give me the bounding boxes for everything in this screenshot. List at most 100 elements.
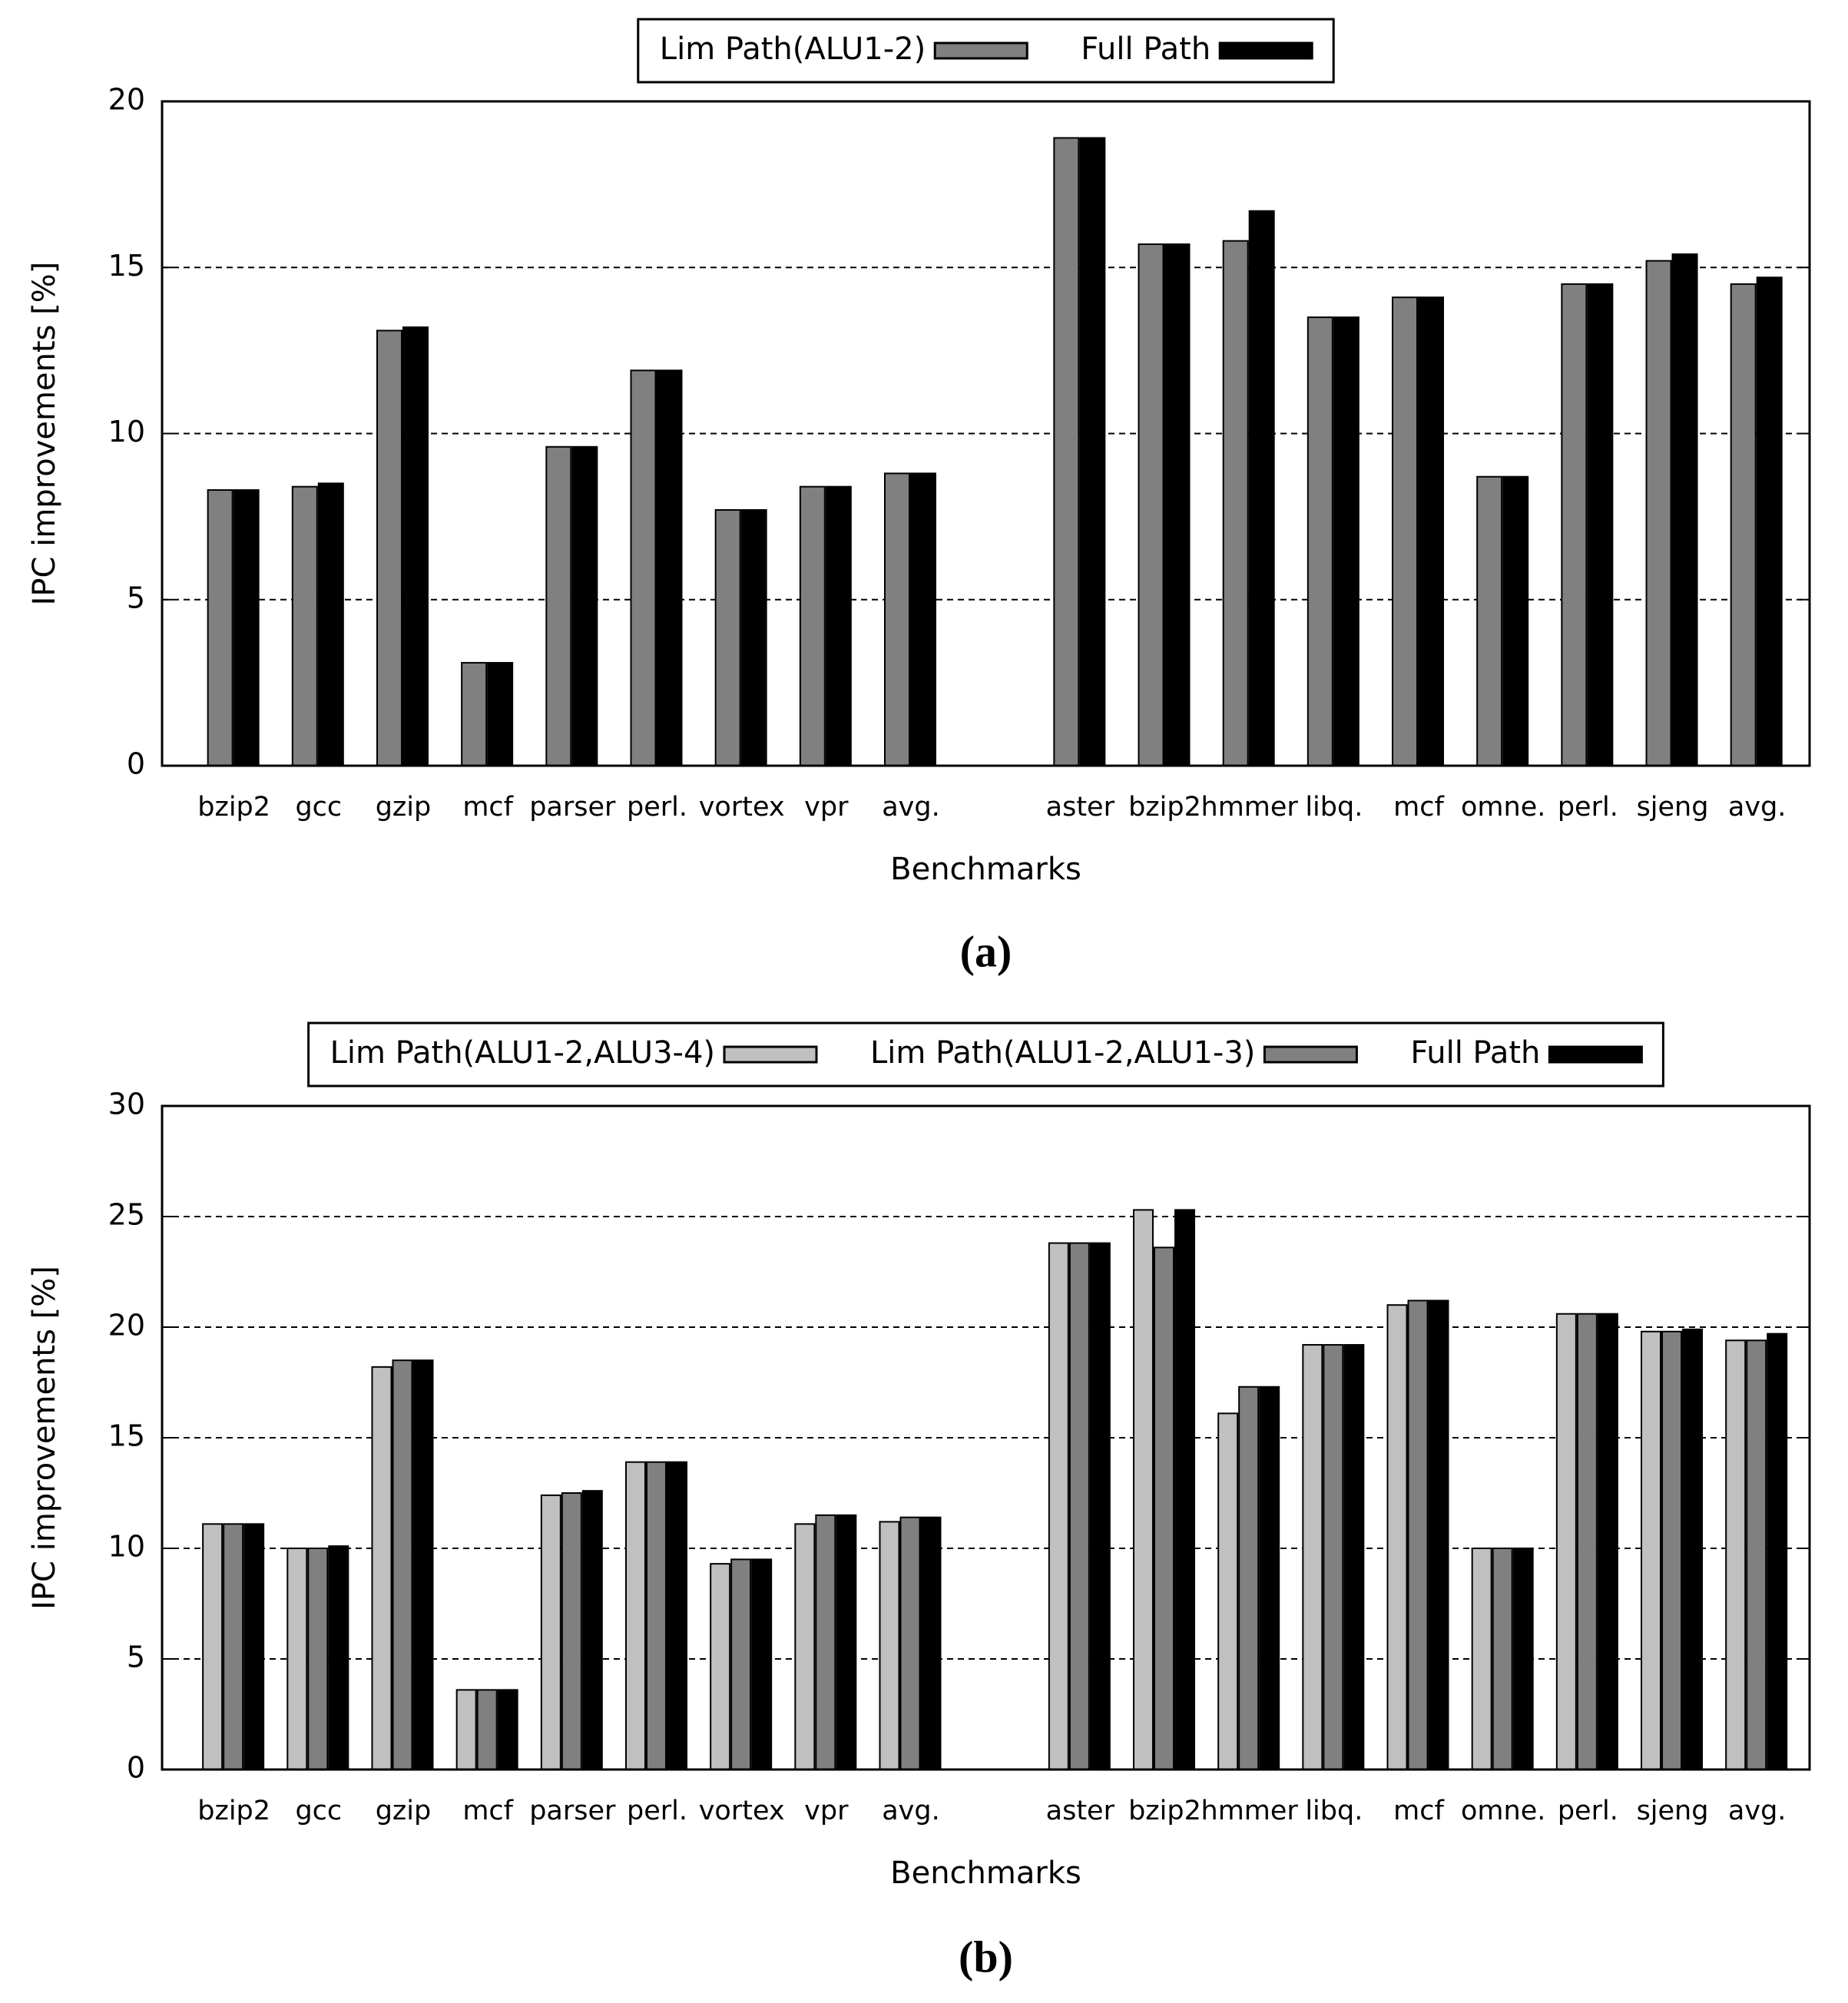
- y-tick-label: 10: [108, 415, 145, 449]
- y-tick-label: 5: [127, 581, 145, 614]
- bar: [307, 1548, 329, 1770]
- bar: [1323, 1344, 1344, 1771]
- legend-box: [307, 1021, 1664, 1088]
- x-tick-label: libq.: [1305, 1796, 1363, 1826]
- bar: [1407, 1299, 1429, 1770]
- bar: [794, 1523, 816, 1770]
- bar: [328, 1545, 349, 1770]
- bar: [815, 1514, 836, 1771]
- y-tick-label: 0: [127, 747, 145, 781]
- bar: [1492, 1548, 1513, 1770]
- x-tick-label: hmmer: [1201, 792, 1299, 823]
- bar: [1641, 1330, 1662, 1770]
- bar: [666, 1461, 687, 1771]
- bar: [1471, 1548, 1492, 1770]
- bar: [710, 1563, 731, 1771]
- bar: [376, 329, 402, 766]
- bar: [402, 326, 429, 767]
- bar: [561, 1492, 582, 1770]
- y-tick-label: 20: [108, 83, 145, 117]
- bar: [740, 508, 767, 766]
- x-tick-label: aster: [1046, 1796, 1115, 1826]
- y-tick-label: 20: [108, 1309, 145, 1343]
- bar: [1682, 1328, 1704, 1770]
- x-axis-title: Benchmarks: [890, 1856, 1081, 1891]
- legend-swatch: [1263, 1045, 1358, 1064]
- legend-label: Lim Path(ALU1-2,ALU3-4): [330, 1035, 715, 1071]
- bar: [1512, 1548, 1534, 1770]
- y-axis-title: IPC improvements [%]: [27, 262, 62, 606]
- bar: [207, 489, 233, 767]
- x-tick-label: avg.: [882, 792, 940, 823]
- bar: [1307, 316, 1333, 766]
- y-axis-title: IPC improvements [%]: [27, 1266, 62, 1610]
- legend-label: Full Path: [1081, 31, 1210, 67]
- bar: [1259, 1386, 1280, 1770]
- x-tick-label: perl.: [627, 792, 687, 823]
- bar: [317, 482, 344, 766]
- caption: (a): [960, 926, 1012, 976]
- plot-frame: [161, 100, 1811, 767]
- bar: [371, 1366, 392, 1770]
- legend-swatch: [723, 1045, 818, 1064]
- bar: [1428, 1299, 1449, 1770]
- bar: [1587, 283, 1614, 766]
- bar: [1133, 1209, 1154, 1770]
- bar: [879, 1521, 900, 1770]
- bar: [1174, 1209, 1196, 1770]
- bar: [1089, 1242, 1111, 1771]
- bar: [412, 1359, 434, 1770]
- x-tick-label: avg.: [882, 1796, 940, 1826]
- bar: [545, 445, 572, 766]
- legend-swatch: [933, 41, 1028, 60]
- bar: [1661, 1330, 1683, 1770]
- legend-swatch: [1218, 41, 1313, 60]
- bar: [223, 1523, 244, 1770]
- bar: [730, 1558, 752, 1771]
- bar: [1154, 1246, 1175, 1770]
- x-tick-label: perl.: [627, 1796, 687, 1826]
- x-tick-label: omne.: [1461, 792, 1545, 823]
- bar: [1248, 210, 1275, 767]
- bar: [1217, 1412, 1239, 1770]
- bar: [487, 661, 514, 766]
- legend-swatch: [1548, 1045, 1643, 1064]
- bar: [1138, 243, 1164, 767]
- x-tick-label: mcf: [462, 792, 513, 823]
- y-tick-label: 5: [127, 1640, 145, 1674]
- bar: [1048, 1242, 1069, 1771]
- bar: [1645, 260, 1672, 767]
- bar: [233, 489, 260, 767]
- bar: [884, 472, 910, 767]
- bar: [461, 661, 488, 766]
- x-tick-label: vpr: [804, 792, 849, 823]
- y-tick-label: 30: [108, 1088, 145, 1121]
- y-tick-label: 10: [108, 1530, 145, 1564]
- bar: [1222, 240, 1249, 766]
- legend-label: Lim Path(ALU1-2,ALU1-3): [870, 1035, 1255, 1071]
- bar: [1164, 243, 1191, 767]
- y-tick-label: 25: [108, 1198, 145, 1232]
- y-tick-label: 15: [108, 249, 145, 283]
- bar: [1333, 316, 1360, 766]
- x-tick-label: aster: [1046, 792, 1115, 823]
- x-tick-label: perl.: [1558, 792, 1618, 823]
- x-axis-title: Benchmarks: [890, 852, 1081, 887]
- bar: [1476, 475, 1503, 766]
- x-tick-label: gcc: [295, 1796, 342, 1826]
- bar: [1238, 1386, 1260, 1770]
- x-tick-label: vortex: [699, 1796, 785, 1826]
- bar: [624, 1461, 646, 1771]
- bar: [1343, 1344, 1365, 1771]
- bar: [540, 1494, 561, 1770]
- legend-label: Full Path: [1410, 1035, 1540, 1071]
- bar: [1725, 1339, 1747, 1770]
- legend: Lim Path(ALU1-2,ALU3-4) Lim Path(ALU1-2,A…: [307, 1021, 1664, 1088]
- x-tick-label: hmmer: [1201, 1796, 1299, 1826]
- bar: [1746, 1339, 1767, 1770]
- x-tick-label: libq.: [1305, 792, 1363, 823]
- x-tick-label: gzip: [376, 792, 432, 823]
- bar: [910, 472, 936, 767]
- x-tick-label: mcf: [462, 1796, 513, 1826]
